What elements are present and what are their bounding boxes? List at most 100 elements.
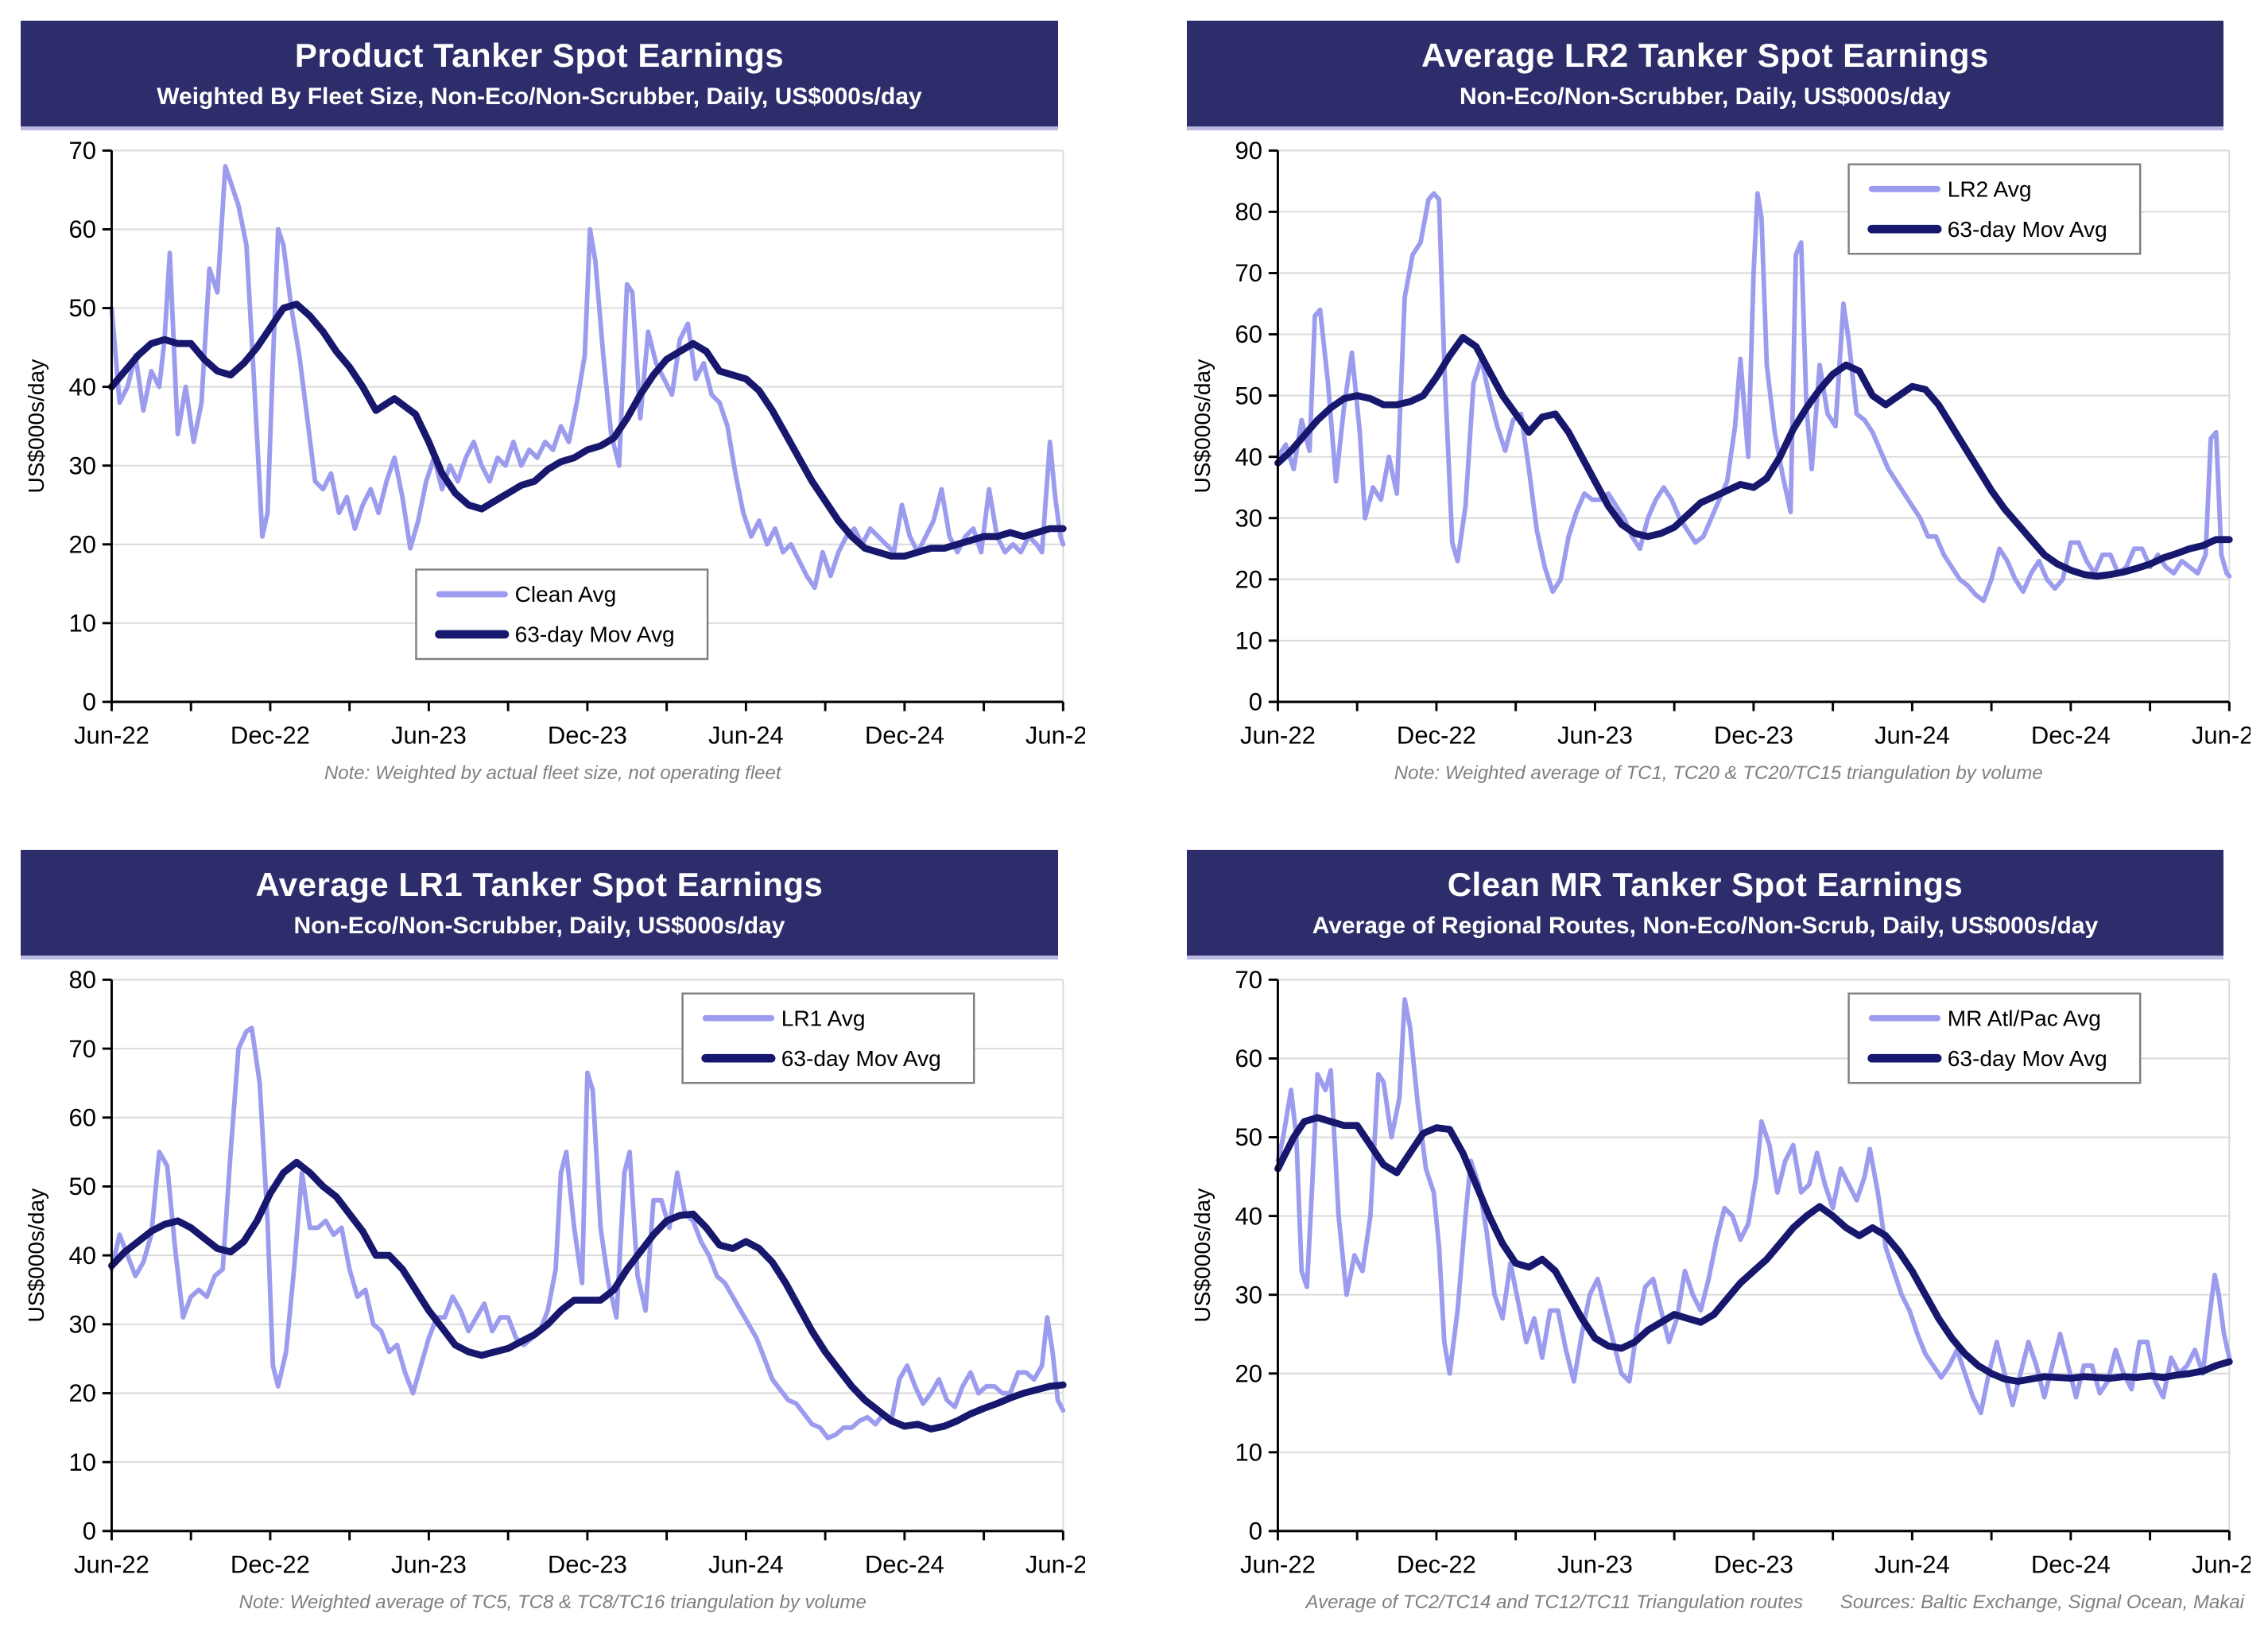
x-tick-label: Jun-25 <box>1025 721 1085 749</box>
legend-label: MR Atl/Pac Avg <box>1947 1006 2100 1030</box>
x-tick-label: Dec-24 <box>865 721 944 749</box>
y-tick-label: 40 <box>69 1241 97 1269</box>
product-tanker-series-avg <box>108 300 1067 560</box>
lr1-series-daily <box>109 1025 1066 1440</box>
chart-svg-mr: 0 10 20 30 40 50 60 70 Jun-22 Dec-22 Jun-23 Dec-23 J… <box>1190 966 2251 1578</box>
x-tick-label: Dec-22 <box>1396 1550 1475 1578</box>
y-tick-label: 80 <box>69 966 97 994</box>
legend-label: LR1 Avg <box>781 1006 866 1030</box>
x-tick-label: Jun-25 <box>2191 721 2251 749</box>
chart-note: Note: Weighted by actual fleet size, not… <box>324 762 781 784</box>
chart-note: Note: Weighted average of TC5, TC8 & TC8… <box>238 1591 866 1613</box>
x-tick-label: Dec-24 <box>2030 721 2110 749</box>
mr-series-daily <box>1275 996 2231 1415</box>
chart-svg-lr2: 0 10 20 30 40 50 60 70 80 90 Jun-22 Dec-22 Jun-23 Dec… <box>1190 137 2251 749</box>
x-tick-label: Dec-23 <box>548 721 627 749</box>
y-tick-label: 50 <box>1235 382 1262 409</box>
lr2-series-avg <box>1274 333 2233 580</box>
line-chart-lr1: 0 10 20 30 40 50 60 70 80 Jun-22 Dec-22 Jun-23 Dec-2… <box>21 964 1084 1596</box>
line-chart-product: 0 10 20 30 40 50 60 70 Jun-22 Dec-22 Jun-23 Dec-23 J… <box>21 135 1085 767</box>
chart-title: Product Tanker Spot Earnings <box>294 37 785 74</box>
x-tick-label: Jun-24 <box>708 1550 784 1578</box>
x-tick-label: Dec-23 <box>1713 1550 1793 1578</box>
chart-svg-lr1: 0 10 20 30 40 50 60 70 80 Jun-22 Dec-22 Jun-23 Dec-2… <box>24 966 1084 1578</box>
y-tick-label: 70 <box>1235 966 1262 994</box>
x-tick-label: Jun-25 <box>1025 1550 1085 1578</box>
legend-label: Clean Avg <box>515 582 617 607</box>
y-tick-label: 60 <box>1235 1045 1262 1072</box>
chart-title: Average LR2 Tanker Spot Earnings <box>1421 37 1989 74</box>
x-tick-label: Dec-24 <box>865 1550 944 1578</box>
y-tick-label: 10 <box>1235 1438 1262 1466</box>
legend-label: 63-day Mov Avg <box>781 1045 941 1070</box>
y-tick-label: 30 <box>1235 504 1262 532</box>
footnote-row: Note: Weighted average of TC5, TC8 & TC8… <box>21 1592 1085 1614</box>
lr1-series-avg <box>108 1158 1067 1433</box>
chart-note: Average of TC2/TC14 and TC12/TC11 Triang… <box>1305 1591 1804 1613</box>
y-tick-label: 0 <box>83 1517 96 1545</box>
legend-label: 63-day Mov Avg <box>1947 216 2107 241</box>
x-tick-label: Dec-23 <box>548 1550 627 1578</box>
chart-title: Average LR1 Tanker Spot Earnings <box>255 866 824 903</box>
x-tick-label: Jun-22 <box>1240 721 1316 749</box>
chart-header-product: Product Tanker Spot Earnings Weighted By… <box>21 21 1058 130</box>
footnote-row: Average of TC2/TC14 and TC12/TC11 Triang… <box>1187 1592 2251 1614</box>
line-chart-mr: 0 10 20 30 40 50 60 70 Jun-22 Dec-22 Jun-23 Dec-23 J… <box>1187 964 2251 1596</box>
legend: Clean Avg 63-day Mov Avg <box>415 568 709 660</box>
legend: MR Atl/Pac Avg 63-day Mov Avg <box>1847 992 2141 1084</box>
chart-header-lr2: Average LR2 Tanker Spot Earnings Non-Eco… <box>1186 21 2224 130</box>
x-tick-label: Dec-24 <box>2030 1550 2110 1578</box>
chart-subtitle: Non-Eco/Non-Scrubber, Daily, US$000s/day <box>1459 83 1951 110</box>
x-tick-label: Jun-22 <box>1240 1550 1316 1578</box>
y-tick-label: 50 <box>1235 1123 1262 1151</box>
panel-lr2: Average LR2 Tanker Spot Earnings Non-Eco… <box>1186 21 2251 815</box>
y-tick-label: 40 <box>69 373 97 401</box>
chart-title: Clean MR Tanker Spot Earnings <box>1447 866 1964 903</box>
y-tick-label: 0 <box>1248 688 1262 715</box>
x-tick-label: Jun-23 <box>391 1550 467 1578</box>
x-tick-label: Jun-24 <box>1874 721 1949 749</box>
y-tick-label: 30 <box>69 452 97 479</box>
y-tick-label: 50 <box>69 294 97 322</box>
product-tanker-series-daily <box>109 163 1066 590</box>
y-tick-label: 20 <box>69 1379 97 1407</box>
y-tick-label: 70 <box>69 1034 97 1062</box>
sources-text: Sources: Baltic Exchange, Signal Ocean, … <box>1840 1591 2244 1613</box>
y-tick-label: 60 <box>69 215 97 243</box>
y-tick-label: 30 <box>69 1310 97 1338</box>
x-tick-label: Dec-22 <box>231 1550 310 1578</box>
x-tick-label: Jun-25 <box>2191 1550 2251 1578</box>
mr-series-avg <box>1274 1113 2233 1385</box>
chart-subtitle: Non-Eco/Non-Scrubber, Daily, US$000s/day <box>293 912 785 939</box>
axes: 0 10 20 30 40 50 60 70 Jun-22 Dec-22 Jun-23 Dec-23 J… <box>1190 966 2251 1578</box>
legend-label: LR2 Avg <box>1947 176 2031 201</box>
y-tick-label: 20 <box>1235 565 1262 593</box>
x-tick-label: Dec-23 <box>1713 721 1793 749</box>
y-axis-title: US$000s/day <box>1190 1188 1215 1322</box>
axes: 0 10 20 30 40 50 60 70 80 90 Jun-22 Dec-22 Jun-23 Dec… <box>1190 137 2251 749</box>
y-tick-label: 10 <box>1235 626 1262 654</box>
y-tick-label: 60 <box>1235 320 1262 348</box>
chart-header-mr: Clean MR Tanker Spot Earnings Average of… <box>1186 850 2224 960</box>
x-tick-label: Jun-23 <box>391 721 467 749</box>
y-axis-title: US$000s/day <box>24 359 48 493</box>
line-chart-lr2: 0 10 20 30 40 50 60 70 80 90 Jun-22 Dec-22 Jun-23 Dec… <box>1187 135 2251 767</box>
y-tick-label: 30 <box>1235 1281 1262 1309</box>
x-tick-label: Jun-22 <box>74 721 149 749</box>
lr2-series-daily <box>1275 190 2231 603</box>
x-tick-label: Jun-24 <box>708 721 784 749</box>
panel-product-tanker: Product Tanker Spot Earnings Weighted By… <box>21 21 1085 815</box>
y-tick-label: 70 <box>69 137 97 165</box>
y-tick-label: 80 <box>1235 198 1262 226</box>
y-tick-label: 70 <box>1235 259 1262 287</box>
legend: LR1 Avg 63-day Mov Avg <box>681 992 975 1084</box>
footnote-row: Note: Weighted average of TC1, TC20 & TC… <box>1187 762 2251 785</box>
x-tick-label: Jun-24 <box>1874 1550 1949 1578</box>
y-tick-label: 20 <box>1235 1359 1262 1387</box>
x-tick-label: Jun-23 <box>1557 721 1632 749</box>
axes: 0 10 20 30 40 50 60 70 80 Jun-22 Dec-22 Jun-23 Dec-2… <box>24 966 1084 1578</box>
panel-lr1: Average LR1 Tanker Spot Earnings Non-Eco… <box>21 850 1085 1644</box>
legend-label: 63-day Mov Avg <box>515 622 675 646</box>
y-tick-label: 0 <box>83 688 96 715</box>
